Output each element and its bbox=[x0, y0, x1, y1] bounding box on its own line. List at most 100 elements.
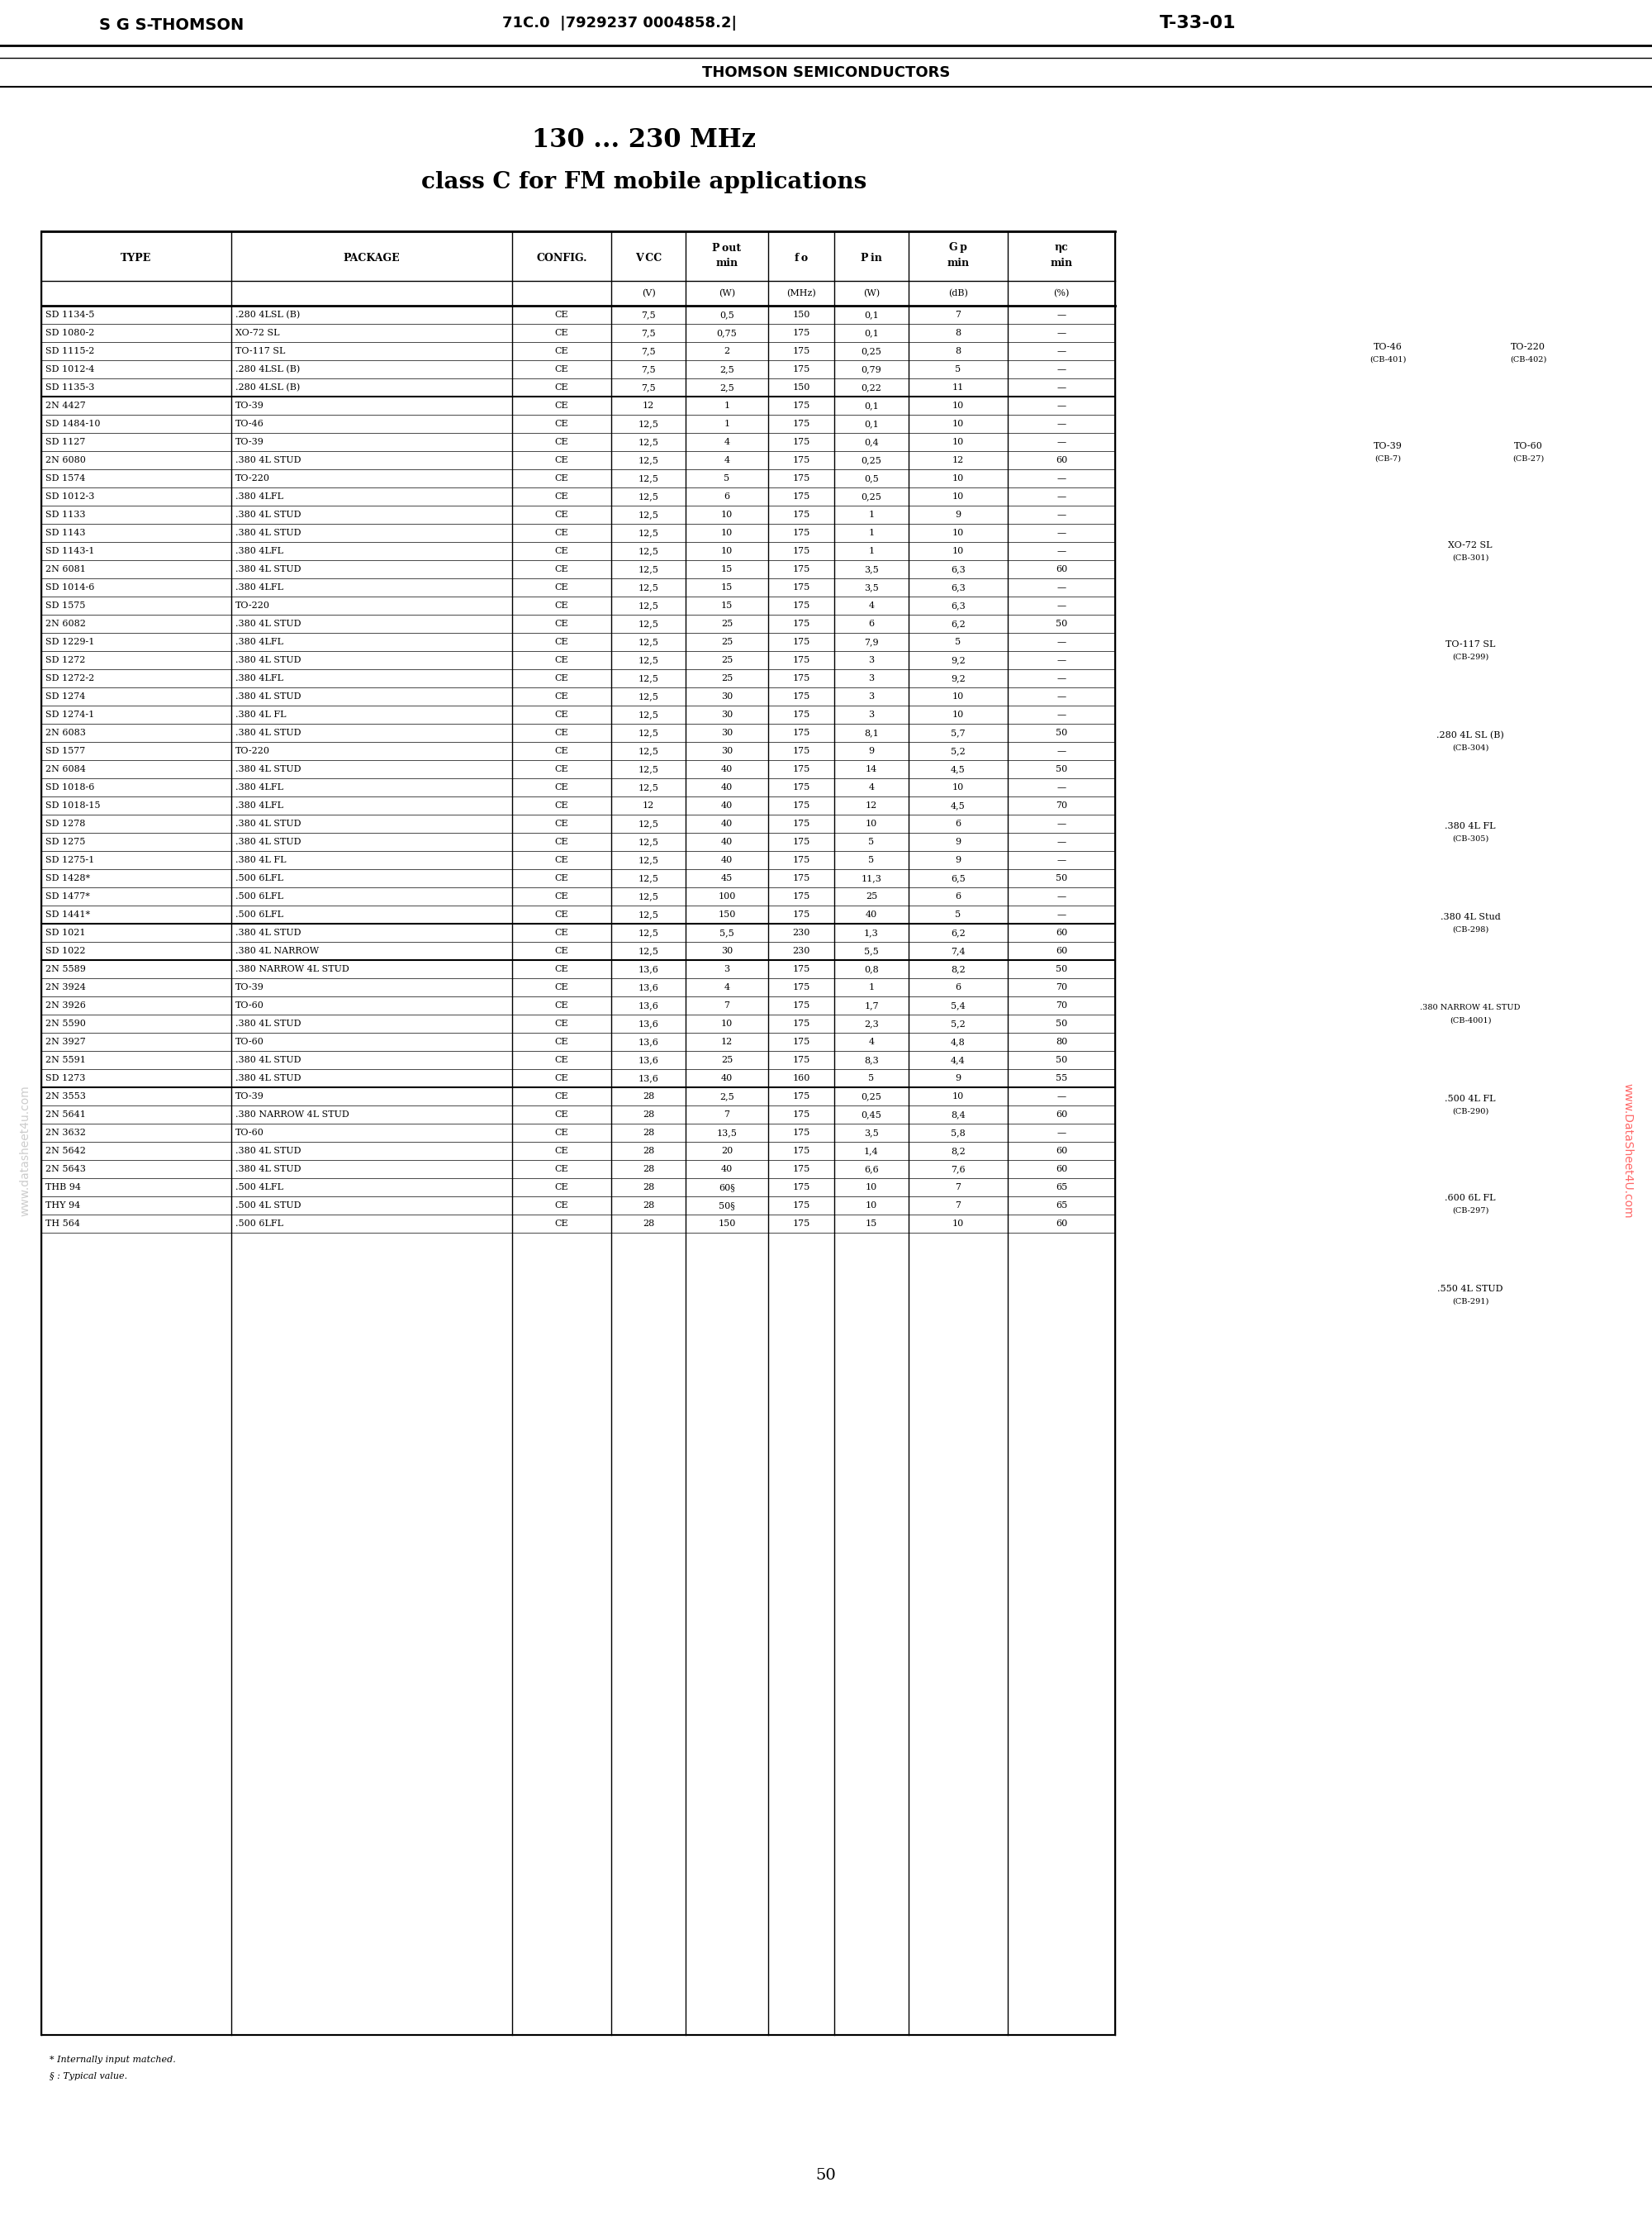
Text: CE: CE bbox=[555, 329, 568, 338]
Text: SD 1441*: SD 1441* bbox=[46, 910, 91, 919]
Text: 7,5: 7,5 bbox=[641, 347, 656, 356]
Text: 28: 28 bbox=[643, 1166, 654, 1173]
Text: —: — bbox=[1057, 474, 1066, 483]
Text: 7: 7 bbox=[955, 312, 961, 318]
Text: 7,6: 7,6 bbox=[952, 1166, 965, 1173]
Text: SD 1021: SD 1021 bbox=[46, 928, 86, 937]
Text: 2N 6082: 2N 6082 bbox=[46, 619, 86, 627]
Text: www.DataSheet4U.com: www.DataSheet4U.com bbox=[1622, 1084, 1632, 1219]
Text: TYPE: TYPE bbox=[121, 251, 152, 263]
Text: .380 4LFL: .380 4LFL bbox=[236, 801, 284, 810]
Text: 175: 175 bbox=[793, 692, 809, 701]
Text: 12,5: 12,5 bbox=[638, 474, 659, 483]
Text: —: — bbox=[1057, 312, 1066, 318]
Text: 28: 28 bbox=[643, 1184, 654, 1190]
Text: —: — bbox=[1057, 421, 1066, 427]
Text: CE: CE bbox=[555, 547, 568, 556]
Text: 175: 175 bbox=[793, 710, 809, 719]
Text: 10: 10 bbox=[720, 530, 733, 536]
Text: § : Typical value.: § : Typical value. bbox=[50, 2071, 127, 2080]
Text: SD 1272-2: SD 1272-2 bbox=[46, 674, 94, 683]
Text: (CB-299): (CB-299) bbox=[1452, 654, 1488, 661]
Text: 10: 10 bbox=[720, 1019, 733, 1028]
Text: 15: 15 bbox=[866, 1219, 877, 1228]
Text: 175: 175 bbox=[793, 983, 809, 992]
Text: 50: 50 bbox=[1056, 874, 1067, 883]
Text: ηc: ηc bbox=[1054, 243, 1069, 254]
Text: SD 1143-1: SD 1143-1 bbox=[46, 547, 94, 556]
Text: 175: 175 bbox=[793, 1057, 809, 1064]
Text: 13,6: 13,6 bbox=[638, 1057, 659, 1064]
Text: 13,6: 13,6 bbox=[638, 983, 659, 992]
Text: .380 4L STUD: .380 4L STUD bbox=[236, 1166, 301, 1173]
Text: P in: P in bbox=[861, 251, 882, 263]
Text: SD 1014-6: SD 1014-6 bbox=[46, 583, 94, 592]
Text: 150: 150 bbox=[719, 1219, 735, 1228]
Text: 11: 11 bbox=[952, 383, 965, 392]
Text: 12,5: 12,5 bbox=[638, 839, 659, 846]
Text: .500 6LFL: .500 6LFL bbox=[236, 1219, 284, 1228]
Text: (CB-304): (CB-304) bbox=[1452, 743, 1488, 752]
Text: 13,6: 13,6 bbox=[638, 966, 659, 972]
Text: 175: 175 bbox=[793, 857, 809, 863]
Text: 9: 9 bbox=[955, 1075, 961, 1081]
Text: 0,1: 0,1 bbox=[864, 421, 879, 427]
Text: 80: 80 bbox=[1056, 1037, 1067, 1046]
Text: 25: 25 bbox=[720, 639, 733, 645]
Text: .380 4L STUD: .380 4L STUD bbox=[236, 1057, 301, 1064]
Text: CE: CE bbox=[555, 674, 568, 683]
Text: 175: 175 bbox=[793, 347, 809, 356]
Text: —: — bbox=[1057, 710, 1066, 719]
Text: .380 4LFL: .380 4LFL bbox=[236, 547, 284, 556]
Text: 2N 3632: 2N 3632 bbox=[46, 1128, 86, 1137]
Text: 12,5: 12,5 bbox=[638, 892, 659, 901]
Text: SD 1274-1: SD 1274-1 bbox=[46, 710, 94, 719]
Text: 55: 55 bbox=[1056, 1075, 1067, 1081]
Text: .380 NARROW 4L STUD: .380 NARROW 4L STUD bbox=[236, 966, 349, 972]
Text: 5,5: 5,5 bbox=[864, 948, 879, 955]
Text: 2,5: 2,5 bbox=[720, 365, 733, 374]
Text: (W): (W) bbox=[862, 289, 881, 298]
Text: .380 4L FL: .380 4L FL bbox=[236, 710, 286, 719]
Text: 60: 60 bbox=[1056, 948, 1067, 955]
Text: 10: 10 bbox=[952, 492, 965, 501]
Text: 150: 150 bbox=[793, 383, 809, 392]
Text: 13,6: 13,6 bbox=[638, 1001, 659, 1010]
Text: 28: 28 bbox=[643, 1202, 654, 1210]
Text: 15: 15 bbox=[720, 583, 733, 592]
Text: CE: CE bbox=[555, 730, 568, 736]
Text: .380 NARROW 4L STUD: .380 NARROW 4L STUD bbox=[1421, 1003, 1520, 1012]
Text: 28: 28 bbox=[643, 1092, 654, 1101]
Text: 12,5: 12,5 bbox=[638, 547, 659, 556]
Text: SD 1273: SD 1273 bbox=[46, 1075, 86, 1081]
Text: SD 1080-2: SD 1080-2 bbox=[46, 329, 94, 338]
Text: 175: 175 bbox=[793, 910, 809, 919]
Text: 12,5: 12,5 bbox=[638, 421, 659, 427]
Text: SD 1484-10: SD 1484-10 bbox=[46, 421, 101, 427]
Text: 175: 175 bbox=[793, 400, 809, 409]
Text: 12,5: 12,5 bbox=[638, 710, 659, 719]
Text: .380 4LFL: .380 4LFL bbox=[236, 492, 284, 501]
Text: 10: 10 bbox=[952, 530, 965, 536]
Text: 9: 9 bbox=[955, 839, 961, 846]
Text: 12: 12 bbox=[866, 801, 877, 810]
Text: CE: CE bbox=[555, 819, 568, 828]
Text: —: — bbox=[1057, 892, 1066, 901]
Text: 12,5: 12,5 bbox=[638, 730, 659, 736]
Text: 60: 60 bbox=[1056, 1146, 1067, 1155]
Text: SD 1275-1: SD 1275-1 bbox=[46, 857, 94, 863]
Text: 175: 175 bbox=[793, 510, 809, 518]
Text: —: — bbox=[1057, 839, 1066, 846]
Text: 12,5: 12,5 bbox=[638, 928, 659, 937]
Text: (CB-305): (CB-305) bbox=[1452, 834, 1488, 843]
Text: .380 4L STUD: .380 4L STUD bbox=[236, 656, 301, 665]
Text: 7,4: 7,4 bbox=[952, 948, 965, 955]
Text: 28: 28 bbox=[643, 1219, 654, 1228]
Text: .380 4L STUD: .380 4L STUD bbox=[236, 730, 301, 736]
Text: 25: 25 bbox=[866, 892, 877, 901]
Text: —: — bbox=[1057, 492, 1066, 501]
Text: CE: CE bbox=[555, 765, 568, 774]
Text: 6,5: 6,5 bbox=[952, 874, 965, 883]
Text: 40: 40 bbox=[720, 819, 733, 828]
Text: 15: 15 bbox=[720, 601, 733, 610]
